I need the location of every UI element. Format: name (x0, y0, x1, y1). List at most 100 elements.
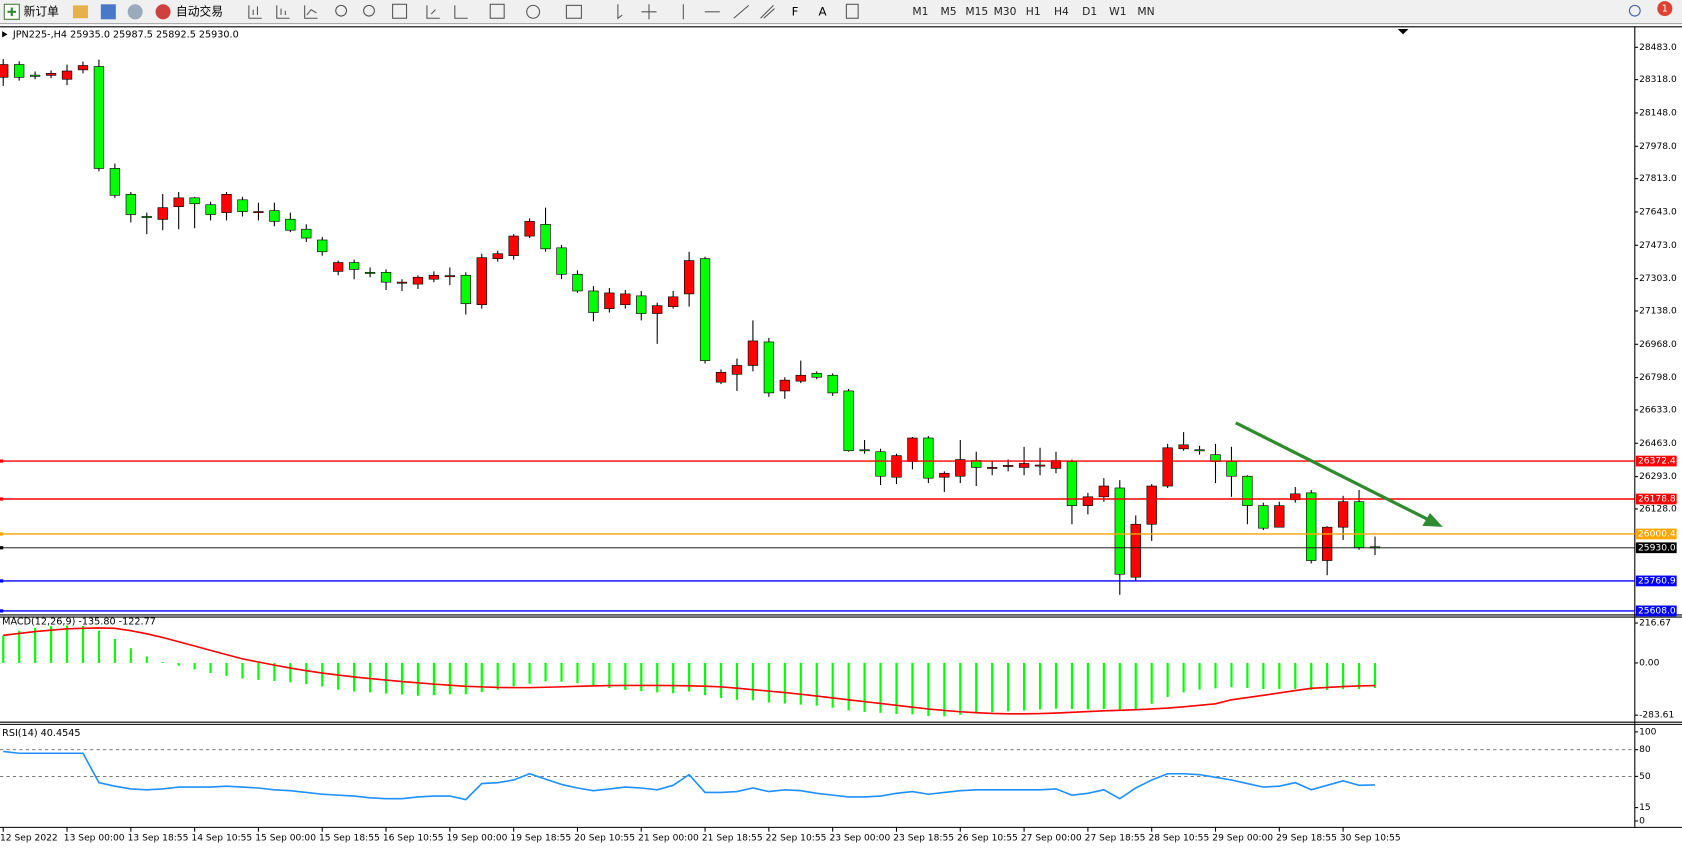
macd-histogram-bar (879, 662, 882, 713)
candle-body (1146, 485, 1157, 525)
timeframe-button[interactable]: M15 (965, 5, 988, 18)
candle-body (907, 437, 918, 462)
price-level-label: 25930.0 (1638, 543, 1676, 553)
macd-histogram-bar (959, 662, 962, 715)
candle-body (939, 472, 950, 478)
macd-histogram-bar (991, 662, 994, 713)
candle-body (1162, 447, 1173, 487)
candle-body (301, 228, 312, 239)
icon[interactable]: F (792, 4, 799, 18)
notification-badge[interactable] (1657, 1, 1673, 17)
timeframe-button[interactable]: H1 (1026, 5, 1041, 18)
icon[interactable] (127, 4, 143, 20)
y-tick-label: 216.67 (1639, 619, 1671, 629)
macd-histogram-bar (2, 635, 5, 663)
macd-histogram-bar (1102, 662, 1105, 709)
chart-shift-marker[interactable] (1397, 28, 1409, 35)
icon[interactable]: A (818, 4, 826, 18)
macd-histogram-bar (1007, 662, 1010, 712)
candle-body (380, 272, 392, 283)
notification-count[interactable]: 1 (1662, 4, 1668, 15)
candle-body (1226, 461, 1237, 477)
main-panel (0, 26, 1635, 614)
candle-body (811, 372, 822, 378)
macd-signal-line (3, 627, 1376, 715)
candle-body (205, 204, 216, 215)
toolbar-icons[interactable] (248, 3, 859, 20)
candle-body (779, 379, 790, 392)
y-tick-label: 26293.0 (1639, 472, 1677, 482)
x-tick-label: 15 Sep 00:00 (255, 834, 316, 844)
macd-histogram-bar (1326, 662, 1329, 691)
macd-histogram-bar (943, 662, 946, 717)
y-tick-label: 27303.0 (1639, 274, 1677, 284)
new-order-button[interactable]: 新订单 (3, 3, 60, 20)
macd-histogram-bar (1134, 662, 1137, 710)
candle-body (1130, 523, 1141, 578)
candle-body (795, 374, 806, 382)
y-tick-label: 26798.0 (1639, 373, 1677, 383)
macd-histogram-bar (1262, 662, 1265, 690)
macd-histogram-bar (544, 662, 547, 682)
candle-body (61, 70, 73, 80)
candle-body (620, 293, 631, 306)
candle-body (843, 390, 854, 452)
candle-body (396, 281, 408, 284)
timeframe-button[interactable]: H4 (1054, 5, 1069, 18)
y-tick-label: 27643.0 (1639, 207, 1677, 217)
price-level-left-marker (0, 609, 4, 613)
new-order-label[interactable]: 新订单 (24, 4, 60, 18)
trend-arrowhead[interactable] (1422, 512, 1443, 527)
candle-body (1002, 465, 1014, 467)
candle-body (157, 207, 168, 220)
candle-body (859, 449, 870, 452)
candle-body (444, 275, 455, 278)
candle-body (923, 437, 934, 479)
y-tick-label: 26633.0 (1639, 405, 1677, 415)
macd-histogram-bar (911, 662, 914, 715)
price-level-label: 26372.4 (1638, 457, 1676, 467)
macd-histogram-bar (65, 625, 69, 663)
y-tick-label: -283.61 (1639, 711, 1674, 721)
y-tick-label: 80 (1639, 745, 1651, 755)
candle-body (987, 467, 998, 469)
timeframe-button[interactable]: M30 (994, 5, 1017, 18)
candle-body (955, 459, 966, 477)
y-tick-label: 26128.0 (1639, 504, 1677, 514)
candle-body (14, 64, 25, 78)
x-tick-label: 22 Sep 10:55 (766, 834, 827, 844)
toolbar (0, 0, 1682, 24)
icon[interactable] (72, 5, 88, 19)
candle-body (348, 262, 360, 270)
y-tick-label: 27978.0 (1639, 142, 1677, 152)
candle-body (1274, 505, 1285, 528)
macd-histogram-bar (480, 662, 483, 693)
price-level-tag (1635, 455, 1677, 467)
macd-histogram-bar (305, 662, 308, 685)
trend-arrow[interactable] (1235, 421, 1431, 522)
macd-histogram-bar (257, 662, 260, 680)
timeframe-button[interactable]: D1 (1082, 5, 1097, 18)
candle-body (412, 276, 424, 285)
y-tick-label: 0.00 (1639, 658, 1659, 668)
macd-histogram-bar (895, 662, 898, 714)
candle-body (524, 221, 535, 237)
x-tick-label: 29 Sep 18:55 (1276, 834, 1337, 844)
timeframe-button[interactable]: W1 (1109, 5, 1126, 18)
macd-histogram-bar (847, 662, 850, 711)
auto-trading-button[interactable]: 自动交易 (155, 4, 224, 20)
candle-body (1034, 464, 1046, 467)
auto-trading-label[interactable]: 自动交易 (176, 4, 223, 18)
icon[interactable] (100, 4, 116, 20)
candle-body (556, 247, 567, 275)
macd-histogram-bar (767, 662, 770, 703)
timeframe-button[interactable]: M5 (941, 5, 957, 18)
x-tick-label: 27 Sep 00:00 (1021, 834, 1082, 844)
timeframe-button[interactable]: MN (1137, 5, 1154, 18)
candle-body (1194, 449, 1205, 452)
search-icon[interactable] (1628, 4, 1641, 17)
price-level-tag (1635, 528, 1677, 540)
price-level-label: 26000.4 (1638, 529, 1676, 539)
x-tick-label: 13 Sep 18:55 (128, 834, 189, 844)
timeframe-button[interactable]: M1 (912, 5, 928, 18)
